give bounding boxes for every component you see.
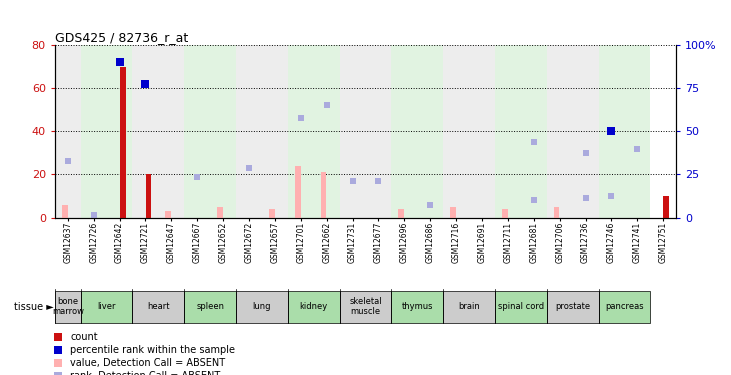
Bar [391, 291, 443, 322]
Text: tissue ►: tissue ► [14, 302, 53, 312]
Bar [450, 207, 456, 218]
Text: pancreas: pancreas [605, 302, 644, 311]
Bar [80, 45, 132, 218]
Bar [391, 45, 443, 218]
Bar [443, 291, 495, 322]
Bar [340, 45, 391, 218]
Bar [599, 291, 651, 322]
Text: GDS425 / 82736_r_at: GDS425 / 82736_r_at [55, 31, 188, 44]
Bar [80, 291, 132, 322]
Text: count: count [70, 332, 98, 342]
Text: bone
marrow: bone marrow [52, 297, 84, 316]
Bar [321, 172, 327, 217]
Bar [217, 207, 223, 218]
Text: skeletal
muscle: skeletal muscle [349, 297, 382, 316]
Bar [288, 45, 340, 218]
Bar [295, 166, 300, 218]
Bar [132, 45, 184, 218]
Bar [165, 211, 171, 217]
Bar [495, 45, 547, 218]
Text: spleen: spleen [196, 302, 224, 311]
Text: heart: heart [147, 302, 170, 311]
Bar [443, 45, 495, 218]
Bar [269, 209, 275, 218]
Text: value, Detection Call = ABSENT: value, Detection Call = ABSENT [70, 358, 225, 368]
Bar [55, 45, 80, 218]
Text: rank, Detection Call = ABSENT: rank, Detection Call = ABSENT [70, 371, 221, 375]
Text: percentile rank within the sample: percentile rank within the sample [70, 345, 235, 355]
Bar [132, 291, 184, 322]
Bar [288, 291, 340, 322]
Text: lung: lung [253, 302, 271, 311]
Bar [502, 209, 507, 218]
Bar [495, 291, 547, 322]
Bar [664, 196, 669, 217]
Bar [145, 174, 151, 217]
Bar [599, 45, 651, 218]
Bar [547, 291, 599, 322]
Bar [62, 205, 67, 218]
Text: thymus: thymus [401, 302, 433, 311]
Bar [553, 207, 559, 218]
Bar [184, 291, 236, 322]
Bar [120, 67, 126, 218]
Text: liver: liver [97, 302, 115, 311]
Bar [55, 291, 80, 322]
Bar [236, 291, 288, 322]
Text: brain: brain [458, 302, 480, 311]
Text: prostate: prostate [555, 302, 590, 311]
Text: spinal cord: spinal cord [498, 302, 544, 311]
Bar [398, 209, 404, 218]
Bar [340, 291, 391, 322]
Bar [184, 45, 236, 218]
Bar [236, 45, 288, 218]
Bar [547, 45, 599, 218]
Text: kidney: kidney [300, 302, 327, 311]
